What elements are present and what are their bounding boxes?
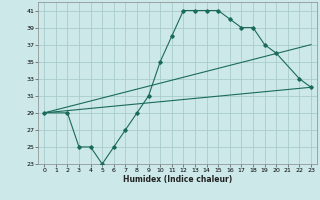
X-axis label: Humidex (Indice chaleur): Humidex (Indice chaleur) (123, 175, 232, 184)
